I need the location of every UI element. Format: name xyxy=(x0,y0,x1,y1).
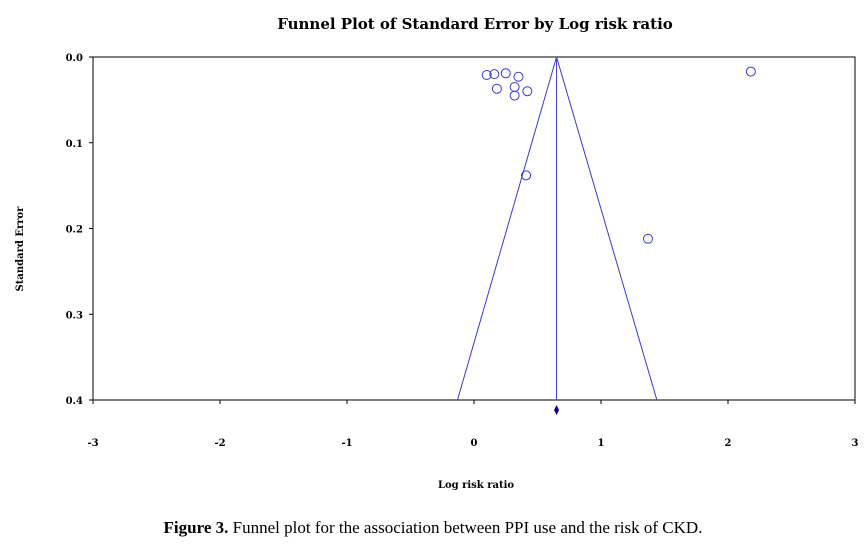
study-point xyxy=(489,69,500,80)
y-axis: 0.0 0.1 0.2 0.3 0.4 xyxy=(66,53,93,407)
funnel-right-line xyxy=(556,56,658,401)
y-tick-label: 0.1 xyxy=(66,139,83,150)
x-tick-label: 1 xyxy=(598,438,605,449)
y-tick-label: 0.3 xyxy=(66,310,83,321)
study-point xyxy=(745,66,756,77)
study-point xyxy=(500,68,511,79)
y-tick-label: 0.4 xyxy=(66,396,83,407)
x-tick-label: -3 xyxy=(87,438,98,449)
caption-label: Figure 3. xyxy=(163,518,229,537)
study-point xyxy=(509,90,520,101)
x-axis-label: Log risk ratio xyxy=(438,480,514,491)
study-point xyxy=(521,170,532,181)
study-point xyxy=(491,83,502,94)
study-points xyxy=(481,66,756,244)
y-axis-label: Standard Error xyxy=(15,206,26,292)
caption-text: Funnel plot for the association between … xyxy=(228,518,703,537)
study-point xyxy=(481,70,492,81)
study-point xyxy=(509,82,520,93)
figure-caption: Figure 3. Funnel plot for the associatio… xyxy=(0,518,866,538)
funnel-left-line xyxy=(457,56,558,401)
x-tick-label: -2 xyxy=(214,438,225,449)
x-tick-label: 0 xyxy=(471,438,478,449)
x-axis: -3 -2 -1 0 1 2 3 xyxy=(87,400,859,449)
x-tick-label: 3 xyxy=(852,438,859,449)
x-tick-label: -1 xyxy=(341,438,352,449)
funnel-lines xyxy=(457,56,658,415)
y-tick-label: 0.2 xyxy=(66,225,83,236)
funnel-plot: Funnel Plot of Standard Error by Log ris… xyxy=(15,15,859,491)
summary-diamond xyxy=(554,405,560,415)
study-point xyxy=(513,71,524,82)
chart-title: Funnel Plot of Standard Error by Log ris… xyxy=(277,15,673,33)
study-point xyxy=(522,86,533,97)
study-point xyxy=(642,233,653,244)
x-tick-label: 2 xyxy=(725,438,732,449)
plot-frame xyxy=(92,56,856,401)
y-tick-label: 0.0 xyxy=(66,53,83,64)
